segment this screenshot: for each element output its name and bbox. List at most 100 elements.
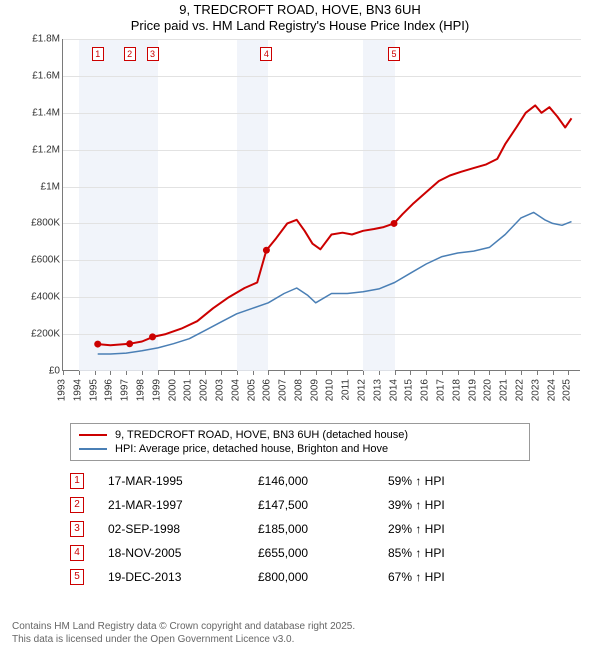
chart-area: 12345 £0£200K£400K£600K£800K£1M£1.2M£1.4… xyxy=(20,39,580,419)
x-tick xyxy=(379,371,380,375)
x-axis-label: 1997 xyxy=(120,379,131,401)
x-axis-label: 2021 xyxy=(499,379,510,401)
x-axis-label: 2004 xyxy=(230,379,241,401)
sales-price: £655,000 xyxy=(258,546,388,560)
sales-hpi: 29% ↑ HPI xyxy=(388,522,530,536)
x-tick xyxy=(489,371,490,375)
x-axis-label: 1993 xyxy=(57,379,68,401)
x-axis-label: 2003 xyxy=(214,379,225,401)
legend: 9, TREDCROFT ROAD, HOVE, BN3 6UH (detach… xyxy=(70,423,530,461)
sales-row: 302-SEP-1998£185,00029% ↑ HPI xyxy=(70,517,530,541)
chart-subtitle: Price paid vs. HM Land Registry's House … xyxy=(0,18,600,33)
x-axis-label: 2024 xyxy=(546,379,557,401)
y-axis-label: £0 xyxy=(20,366,60,377)
sales-badge: 1 xyxy=(70,473,84,489)
x-axis-label: 2020 xyxy=(483,379,494,401)
x-axis-label: 2007 xyxy=(278,379,289,401)
x-tick xyxy=(300,371,301,375)
sale-dot xyxy=(126,340,133,347)
sales-row: 4 18-NOV-2005£655,00085% ↑ HPI xyxy=(70,541,530,565)
sales-hpi: 85% ↑ HPI xyxy=(388,546,530,560)
x-tick xyxy=(110,371,111,375)
footer-line-1: Contains HM Land Registry data © Crown c… xyxy=(12,620,588,633)
legend-label: 9, TREDCROFT ROAD, HOVE, BN3 6UH (detach… xyxy=(115,429,408,441)
sale-dot xyxy=(263,247,270,254)
sales-row: 5 19-DEC-2013£800,00067% ↑ HPI xyxy=(70,565,530,589)
x-axis-label: 2000 xyxy=(167,379,178,401)
x-tick xyxy=(316,371,317,375)
sale-dot xyxy=(94,341,101,348)
x-tick xyxy=(95,371,96,375)
y-axis-label: £1.2M xyxy=(20,144,60,155)
x-axis-label: 2014 xyxy=(388,379,399,401)
x-tick xyxy=(142,371,143,375)
x-tick xyxy=(221,371,222,375)
x-axis-label: 2015 xyxy=(404,379,415,401)
x-tick xyxy=(347,371,348,375)
x-tick xyxy=(363,371,364,375)
x-axis-label: 2017 xyxy=(436,379,447,401)
sale-marker: 2 xyxy=(124,47,136,61)
x-tick xyxy=(253,371,254,375)
x-tick xyxy=(237,371,238,375)
sales-hpi: 67% ↑ HPI xyxy=(388,570,530,584)
x-tick xyxy=(331,371,332,375)
x-axis-label: 2011 xyxy=(341,379,352,401)
legend-swatch xyxy=(79,434,107,436)
sales-price: £185,000 xyxy=(258,522,388,536)
y-axis-label: £1.4M xyxy=(20,107,60,118)
x-tick xyxy=(474,371,475,375)
x-axis-label: 1995 xyxy=(88,379,99,401)
x-axis-label: 1994 xyxy=(72,379,83,401)
x-axis-label: 2019 xyxy=(467,379,478,401)
legend-swatch xyxy=(79,448,107,450)
sale-marker: 1 xyxy=(92,47,104,61)
chart-title: 9, TREDCROFT ROAD, HOVE, BN3 6UH xyxy=(0,2,600,17)
legend-item: HPI: Average price, detached house, Brig… xyxy=(79,442,521,456)
x-axis-label: 2018 xyxy=(451,379,462,401)
x-tick xyxy=(268,371,269,375)
x-axis-label: 2005 xyxy=(246,379,257,401)
x-tick xyxy=(126,371,127,375)
x-tick xyxy=(410,371,411,375)
x-tick xyxy=(158,371,159,375)
sales-badge: 2 xyxy=(70,497,84,513)
x-axis-label: 2013 xyxy=(372,379,383,401)
line-layer xyxy=(63,39,581,371)
sales-date: 21-MAR-1997 xyxy=(108,498,258,512)
sales-badge: 5 xyxy=(70,569,84,585)
sale-marker: 3 xyxy=(147,47,159,61)
x-tick xyxy=(205,371,206,375)
sales-table: 117-MAR-1995£146,00059% ↑ HPI221-MAR-199… xyxy=(70,469,530,589)
y-axis-label: £1.6M xyxy=(20,70,60,81)
sales-date: 19-DEC-2013 xyxy=(108,570,258,584)
x-axis-label: 2008 xyxy=(293,379,304,401)
x-axis-label: 2009 xyxy=(309,379,320,401)
sale-dot xyxy=(149,333,156,340)
x-tick xyxy=(426,371,427,375)
sales-price: £800,000 xyxy=(258,570,388,584)
x-tick xyxy=(442,371,443,375)
x-axis-label: 1999 xyxy=(151,379,162,401)
sales-date: 18-NOV-2005 xyxy=(108,546,258,560)
x-tick xyxy=(458,371,459,375)
x-tick xyxy=(79,371,80,375)
x-axis-label: 2025 xyxy=(562,379,573,401)
sale-dot xyxy=(391,220,398,227)
sales-badge: 4 xyxy=(70,545,84,561)
x-tick xyxy=(537,371,538,375)
sales-price: £147,500 xyxy=(258,498,388,512)
x-tick xyxy=(189,371,190,375)
x-axis-label: 2010 xyxy=(325,379,336,401)
title-block: 9, TREDCROFT ROAD, HOVE, BN3 6UH Price p… xyxy=(0,0,600,33)
sales-hpi: 39% ↑ HPI xyxy=(388,498,530,512)
sales-hpi: 59% ↑ HPI xyxy=(388,474,530,488)
sale-marker: 5 xyxy=(388,47,400,61)
x-axis-label: 2002 xyxy=(199,379,210,401)
x-axis-label: 2012 xyxy=(357,379,368,401)
x-tick xyxy=(505,371,506,375)
x-tick xyxy=(284,371,285,375)
series-line xyxy=(98,105,572,345)
footer-line-2: This data is licensed under the Open Gov… xyxy=(12,633,588,646)
footer: Contains HM Land Registry data © Crown c… xyxy=(12,620,588,646)
